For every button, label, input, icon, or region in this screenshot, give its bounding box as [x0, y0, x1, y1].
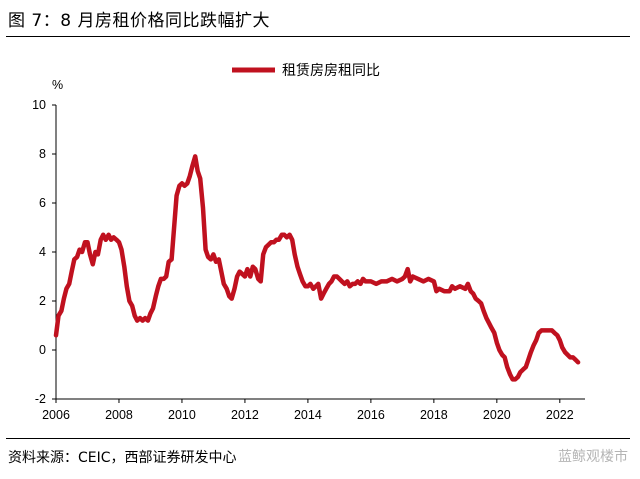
source-note: 资料来源：CEIC，西部证券研发中心 — [8, 450, 237, 466]
y-tick-label: -2 — [35, 392, 46, 406]
chart-title: 图 7：8 月房租价格同比跌幅扩大 — [8, 11, 270, 31]
x-tick-label: 2022 — [546, 408, 574, 422]
tick-labels: -2 0 2 4 6 8 10 2006 2008 2010 2012 2014 2016 2018 202… — [32, 98, 574, 422]
y-axis-unit: % — [52, 78, 63, 92]
y-tick-label: 4 — [39, 245, 46, 259]
y-tick-label: 2 — [39, 294, 46, 308]
x-tick-label: 2016 — [357, 408, 385, 422]
legend: 租赁房房租同比 — [232, 63, 380, 79]
x-tick-label: 2012 — [231, 408, 259, 422]
axes — [52, 104, 585, 403]
title-divider — [6, 36, 630, 37]
footer-divider — [6, 438, 630, 439]
y-tick-label: 6 — [39, 196, 46, 210]
series-line-rent-yoy — [53, 154, 581, 382]
x-tick-label: 2008 — [105, 408, 133, 422]
watermark: 蓝鲸观楼市 — [558, 449, 628, 465]
rent-yoy-line-chart: 租赁房房租同比 % -2 0 2 4 6 8 10 2006 2008 2010 2012 2014 2… — [32, 63, 585, 422]
y-tick-label: 0 — [39, 343, 46, 357]
x-tick-label: 2020 — [483, 408, 511, 422]
x-tick-label: 2014 — [294, 408, 322, 422]
legend-label: 租赁房房租同比 — [282, 63, 380, 79]
x-tick-label: 2018 — [420, 408, 448, 422]
x-tick-label: 2010 — [168, 408, 196, 422]
x-tick-label: 2006 — [42, 408, 70, 422]
y-tick-label: 8 — [39, 147, 46, 161]
y-tick-label: 10 — [32, 98, 46, 112]
